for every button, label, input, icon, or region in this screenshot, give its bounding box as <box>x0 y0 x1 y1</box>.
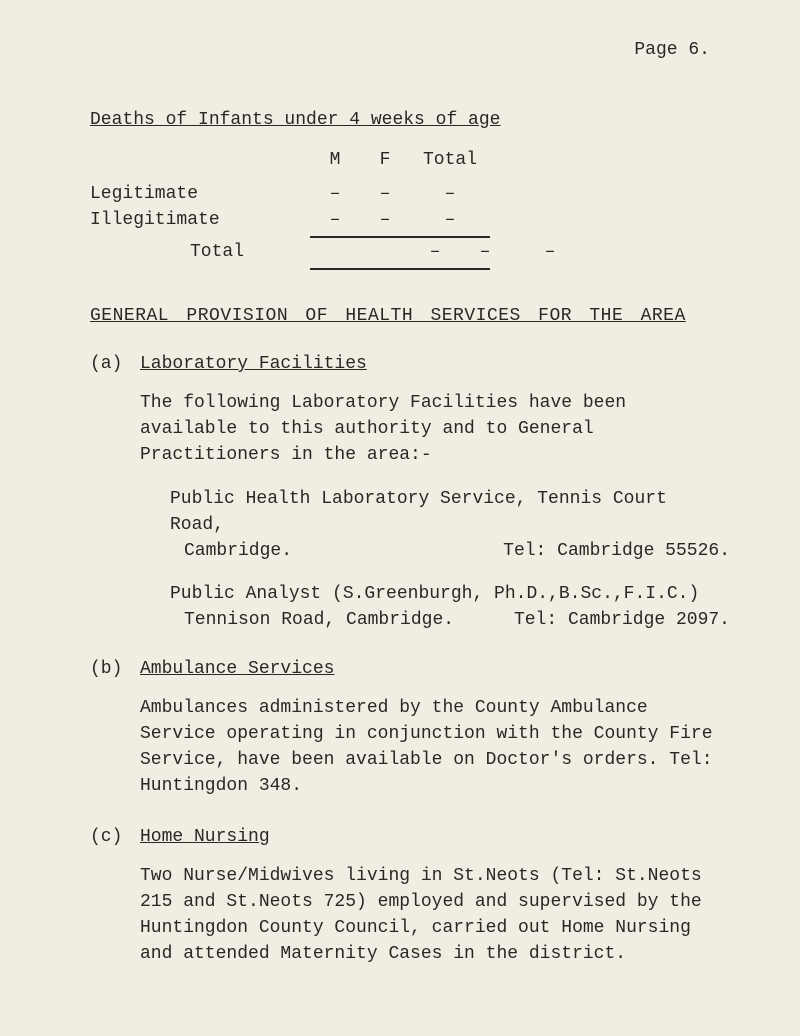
line: Public Analyst (S.Greenburgh, Ph.D.,B.Sc… <box>170 581 730 607</box>
col-m: M <box>310 150 360 170</box>
main-heading: GENERAL PROVISION OF HEALTH SERVICES FOR… <box>90 306 730 326</box>
row-label: Illegitimate <box>90 210 310 230</box>
section-a: (a) Laboratory Facilities The following … <box>90 354 730 649</box>
subsection-title: Laboratory Facilities <box>140 354 730 374</box>
line: Cambridge. <box>170 538 503 564</box>
cell: – <box>410 242 460 262</box>
section-marker: (c) <box>90 827 140 985</box>
cell: – <box>360 210 410 230</box>
paragraph: The following Laboratory Facilities have… <box>140 390 730 468</box>
table-header: M F Total <box>90 150 730 170</box>
section-marker: (b) <box>90 659 140 817</box>
total-row: Total – – – <box>90 242 730 262</box>
line: Tennison Road, Cambridge. <box>170 607 514 633</box>
section-c: (c) Home Nursing Two Nurse/Midwives livi… <box>90 827 730 985</box>
subsection-title: Home Nursing <box>140 827 730 847</box>
table-row: Legitimate – – – <box>90 184 730 204</box>
line: Public Health Laboratory Service, Tennis… <box>170 486 730 538</box>
rule <box>90 236 730 238</box>
paragraph: Two Nurse/Midwives living in St.Neots (T… <box>140 863 730 967</box>
row-label: Legitimate <box>90 184 310 204</box>
section-marker: (a) <box>90 354 140 649</box>
page: Page 6. Deaths of Infants under 4 weeks … <box>0 0 800 1036</box>
section-b: (b) Ambulance Services Ambulances admini… <box>90 659 730 817</box>
cell: – <box>410 184 490 204</box>
subsection-title: Ambulance Services <box>140 659 730 679</box>
cell: – <box>410 210 490 230</box>
cell: – <box>360 184 410 204</box>
col-f: F <box>360 150 410 170</box>
facility-item: Public Analyst (S.Greenburgh, Ph.D.,B.Sc… <box>140 581 730 633</box>
cell: – <box>460 242 510 262</box>
table-row: Illegitimate – – – <box>90 210 730 230</box>
cell: – <box>510 242 590 262</box>
cell: – <box>310 184 360 204</box>
total-label: Total <box>90 242 410 262</box>
cell: – <box>310 210 360 230</box>
page-number: Page 6. <box>90 40 730 60</box>
table-title: Deaths of Infants under 4 weeks of age <box>90 110 730 130</box>
paragraph: Ambulances administered by the County Am… <box>140 695 730 799</box>
telephone: Tel: Cambridge 55526. <box>503 538 730 564</box>
rule <box>90 268 730 270</box>
deaths-table: M F Total Legitimate – – – Illegitimate … <box>90 150 730 270</box>
facility-item: Public Health Laboratory Service, Tennis… <box>140 486 730 564</box>
col-total: Total <box>410 150 490 170</box>
telephone: Tel: Cambridge 2097. <box>514 607 730 633</box>
